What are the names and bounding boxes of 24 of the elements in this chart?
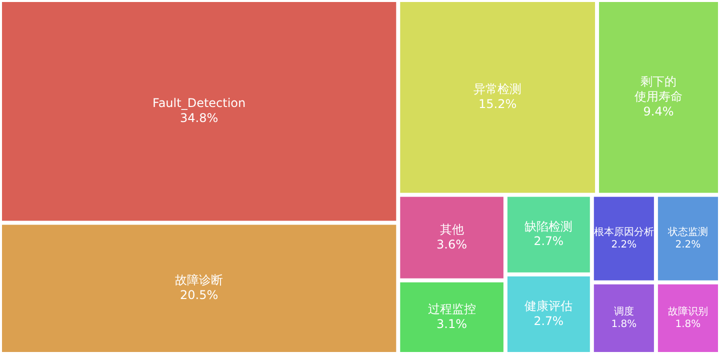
category-label: 过程监控 (428, 302, 476, 316)
data-label: 2.7% (534, 314, 564, 328)
data-label: 2.7% (534, 234, 564, 248)
data-label: 1.8% (611, 319, 637, 330)
data-label: 9.4% (643, 104, 674, 119)
data-label: 3.6% (436, 237, 468, 252)
data-label: 20.5% (180, 288, 218, 302)
data-label: 3.1% (436, 316, 468, 331)
category-label: 异常检测 (474, 82, 522, 96)
data-label: 2.2% (675, 240, 701, 251)
category-label: 调度 (614, 306, 634, 318)
data-label: 1.8% (675, 319, 701, 330)
category-label: 根本原因分析 (594, 226, 654, 238)
category-label: 状态监测 (666, 226, 708, 238)
data-label: 34.8% (180, 111, 218, 126)
category-label: 其他 (440, 222, 464, 236)
category-label: 缺陷检测 (524, 219, 573, 234)
category-label: Fault_Detection (152, 96, 246, 110)
category-label: 故障诊断 (175, 273, 224, 288)
data-label: 15.2% (478, 97, 517, 112)
data-label: 2.2% (611, 240, 637, 251)
category-label: 故障识别 (668, 306, 708, 318)
category-label: 健康评估 (524, 299, 573, 314)
category-label: 剩下的使用寿命 (634, 74, 683, 104)
